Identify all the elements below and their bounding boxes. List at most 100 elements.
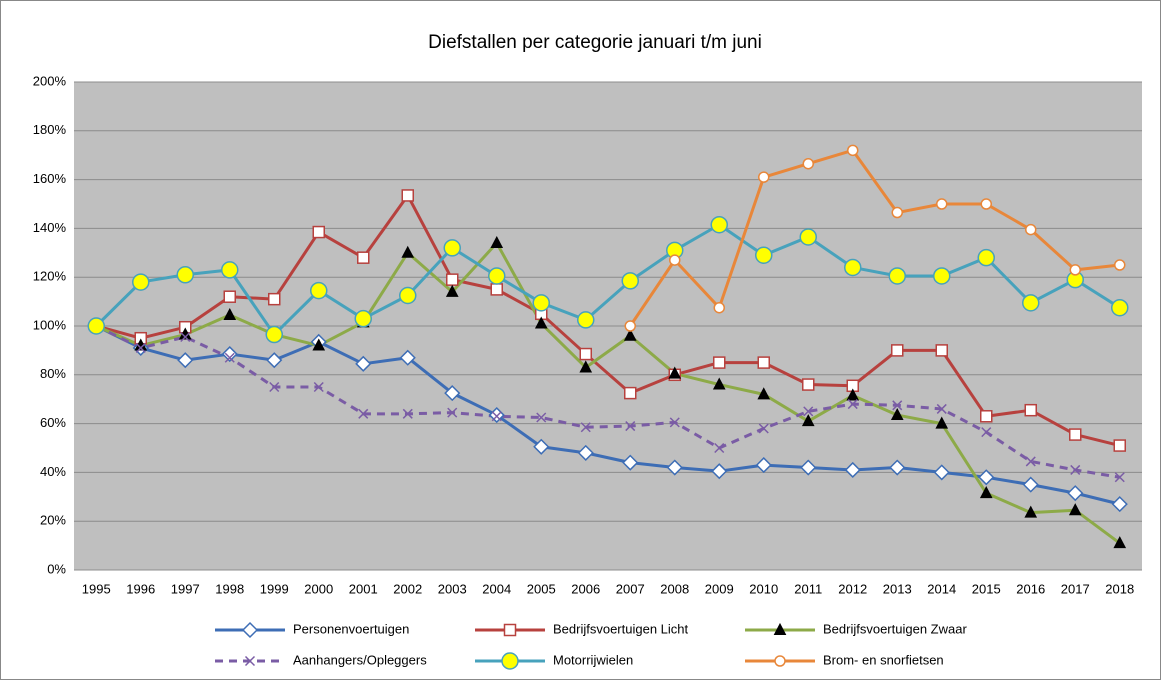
x-tick-label: 2007 — [616, 581, 645, 596]
legend-label: Aanhangers/Opleggers — [293, 652, 427, 667]
marker — [979, 486, 993, 499]
x-tick-label: 2012 — [838, 581, 867, 596]
x-tick-label: 2005 — [527, 581, 556, 596]
marker — [981, 427, 992, 438]
legend-marker — [503, 623, 517, 637]
marker — [1025, 456, 1036, 467]
marker — [1069, 264, 1081, 276]
marker — [488, 267, 506, 285]
marker — [358, 408, 369, 419]
legend-marker — [774, 655, 786, 667]
marker — [757, 387, 771, 400]
marker — [757, 356, 770, 369]
marker — [490, 235, 504, 249]
marker — [579, 360, 593, 373]
marker — [1070, 464, 1081, 475]
legend-label: Motorrijwielen — [553, 652, 633, 667]
marker — [1022, 294, 1040, 312]
marker — [224, 352, 235, 363]
marker — [844, 461, 861, 479]
marker — [399, 286, 417, 305]
marker — [933, 464, 950, 481]
x-tick-label: 2009 — [705, 581, 734, 596]
marker — [132, 273, 150, 291]
x-tick-label: 2013 — [883, 581, 912, 596]
x-tick-label: 2016 — [1016, 581, 1045, 596]
marker — [891, 206, 903, 219]
marker — [624, 320, 636, 332]
legend-marker — [244, 655, 256, 667]
marker — [623, 328, 637, 341]
marker — [176, 266, 194, 284]
x-tick-label: 2017 — [1061, 581, 1090, 596]
marker — [933, 267, 951, 285]
x-tick-label: 2003 — [438, 581, 467, 596]
marker — [977, 248, 995, 267]
x-tick-label: 1995 — [82, 581, 111, 596]
marker — [268, 292, 281, 306]
marker — [444, 385, 461, 402]
marker — [847, 144, 859, 157]
legend-marker — [501, 652, 519, 670]
marker — [401, 189, 414, 202]
marker — [577, 444, 594, 461]
x-tick-label: 2002 — [393, 581, 422, 596]
legend: Personenvoertuigen Bedrijfsvoertuigen Lic… — [215, 621, 967, 670]
x-tick-label: 2011 — [794, 581, 822, 596]
marker — [669, 417, 680, 428]
marker — [846, 388, 860, 401]
marker — [891, 344, 904, 357]
marker — [402, 408, 413, 419]
marker — [1025, 223, 1037, 236]
marker — [622, 454, 639, 471]
x-tick-label: 2018 — [1105, 581, 1134, 596]
marker — [935, 344, 948, 357]
y-tick-label: 80% — [40, 366, 66, 381]
marker — [312, 225, 325, 239]
marker — [265, 325, 283, 344]
marker — [443, 239, 461, 257]
marker — [802, 378, 815, 391]
marker — [221, 345, 238, 363]
marker — [177, 352, 194, 369]
series-line — [95, 193, 1121, 448]
marker — [355, 355, 372, 372]
marker — [445, 284, 459, 297]
x-tick-label: 1999 — [260, 581, 289, 596]
marker — [490, 283, 503, 296]
marker — [714, 442, 725, 454]
marker — [980, 198, 992, 210]
marker — [1114, 259, 1126, 271]
marker — [447, 407, 458, 418]
x-tick-label: 1998 — [215, 581, 244, 596]
marker — [711, 463, 728, 480]
marker — [892, 400, 903, 411]
x-tick-label: 2001 — [349, 581, 378, 596]
marker — [980, 410, 993, 423]
marker — [758, 171, 770, 183]
marker — [803, 406, 814, 417]
marker — [266, 352, 283, 369]
marker — [399, 349, 416, 366]
x-tick-label: 2014 — [927, 581, 956, 596]
chart-title: Diefstallen per categorie januari t/m ju… — [428, 32, 762, 53]
marker — [890, 407, 904, 421]
marker — [624, 386, 637, 400]
x-tick-label: 2000 — [304, 581, 333, 596]
marker — [710, 215, 728, 234]
marker — [87, 317, 105, 335]
y-tick-label: 140% — [33, 220, 67, 235]
marker — [577, 311, 595, 329]
series-line — [629, 148, 1120, 327]
marker — [1024, 403, 1037, 417]
marker — [401, 245, 415, 258]
marker — [936, 198, 948, 210]
marker — [446, 273, 459, 286]
y-tick-label: 120% — [33, 269, 67, 284]
marker — [625, 421, 636, 432]
marker — [755, 246, 773, 264]
marker — [799, 228, 817, 246]
marker — [1022, 476, 1039, 493]
y-tick-label: 0% — [47, 561, 66, 576]
x-tick-label: 2008 — [660, 581, 689, 596]
